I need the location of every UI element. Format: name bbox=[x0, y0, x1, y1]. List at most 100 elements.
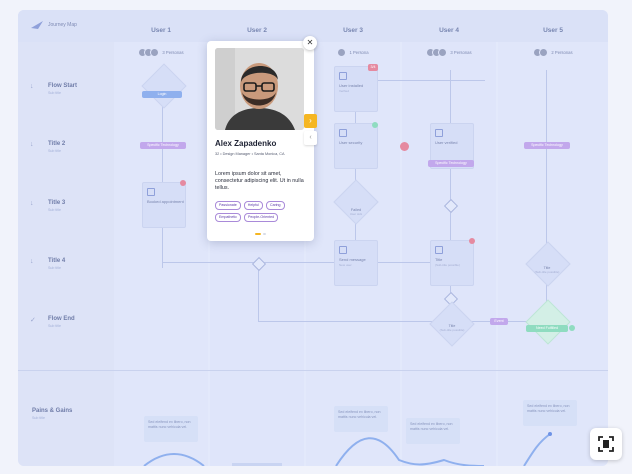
arrow-down-icon: ↓ bbox=[30, 258, 34, 265]
specific-technology-tag[interactable]: Specific Technology bbox=[524, 142, 570, 149]
node-title: Failed bbox=[350, 208, 362, 212]
persona-popup: Alex Zapadenko 32 • Design Manager • San… bbox=[207, 41, 314, 241]
persona-portrait-image bbox=[215, 48, 304, 130]
trait-chip[interactable]: People-Oriented bbox=[243, 213, 279, 222]
node-title: Title bbox=[435, 257, 443, 262]
arrow-down-icon: ↓ bbox=[30, 141, 34, 148]
sentiment-curve bbox=[143, 432, 552, 466]
shield-check-icon bbox=[435, 129, 443, 137]
trait-chip[interactable]: Passionate bbox=[215, 201, 241, 210]
persona-group-4[interactable]: 3 Personas bbox=[402, 48, 496, 57]
check-icon: ✓ bbox=[30, 317, 36, 324]
chevron-left-icon[interactable]: ‹ bbox=[304, 131, 317, 145]
section-divider bbox=[18, 370, 608, 371]
connector bbox=[355, 70, 356, 270]
connector bbox=[258, 262, 259, 322]
node-title: User security bbox=[339, 140, 363, 145]
close-icon[interactable]: ✕ bbox=[303, 36, 317, 50]
connector bbox=[355, 80, 485, 81]
trait-chip[interactable]: Empathetic bbox=[215, 213, 241, 222]
persona-name: Alex Zapadenko bbox=[215, 139, 277, 148]
specific-technology-tag[interactable]: Specific Technology bbox=[428, 160, 474, 167]
trait-chip[interactable]: Caring bbox=[265, 201, 285, 210]
pain-gain-quote[interactable]: Sed eleifend ex libero, non mattis nunc … bbox=[144, 416, 198, 442]
row-subtitle: Sub title bbox=[32, 416, 45, 420]
avatar bbox=[438, 48, 448, 57]
node-title: User verified bbox=[435, 140, 458, 145]
fullscreen-button[interactable] bbox=[590, 428, 622, 460]
pagination-dots[interactable] bbox=[255, 233, 266, 235]
login-tag[interactable]: Login bbox=[142, 91, 182, 98]
row-title-2: ↓ Title 2 Sub title bbox=[30, 141, 65, 153]
dollar-icon bbox=[435, 246, 443, 254]
persona-count: 1 Persona bbox=[349, 50, 369, 55]
pain-gain-quote[interactable]: Sed eleifend ex libero, non mattis nunc … bbox=[334, 406, 388, 432]
persona-count: 2 Personas bbox=[551, 50, 573, 55]
alert-dot bbox=[180, 180, 186, 186]
persona-role: 32 • Design Manager • Santa Monica, CA bbox=[215, 152, 285, 156]
user-header-1[interactable]: User 1 bbox=[151, 27, 171, 34]
success-dot bbox=[372, 122, 378, 128]
user-header-3[interactable]: User 3 bbox=[343, 27, 363, 34]
row-title: Title 4 bbox=[48, 258, 66, 264]
app-title: Journey Map bbox=[48, 22, 77, 28]
page-dot[interactable] bbox=[263, 233, 266, 235]
brand: Journey Map bbox=[30, 20, 77, 30]
row-title-4: ↓ Title 4 Sub title bbox=[30, 258, 65, 270]
node-subtitle: (Sub-title possible) bbox=[534, 270, 560, 274]
persona-group-1[interactable]: 3 Personas bbox=[114, 48, 208, 57]
success-dot bbox=[569, 325, 575, 331]
connector bbox=[258, 321, 548, 322]
node-subtitle: (Sub-title possible) bbox=[435, 263, 460, 267]
user-header-4[interactable]: User 4 bbox=[439, 27, 459, 34]
row-pains-gains: Pains & Gains Sub title bbox=[32, 408, 72, 420]
node-subtitle: User sick bbox=[349, 212, 363, 216]
user-column-1 bbox=[114, 42, 208, 466]
node-title: User installed bbox=[339, 83, 364, 88]
persona-count: 3 Personas bbox=[450, 50, 472, 55]
chevron-right-icon[interactable]: › bbox=[304, 114, 317, 128]
row-flow-end: ✓ Flow End Sub title bbox=[30, 316, 75, 328]
row-title: Flow Start bbox=[48, 83, 78, 89]
booked-appointment-node[interactable]: Booked appointment bbox=[142, 182, 186, 228]
row-flow-start: ↓ Flow Start Sub title bbox=[30, 83, 77, 95]
specific-technology-tag[interactable]: Specific Technology bbox=[140, 142, 186, 149]
row-title: Pains & Gains bbox=[32, 408, 73, 414]
alert-dot bbox=[469, 238, 475, 244]
failed-label: Failed User sick bbox=[341, 208, 371, 216]
send-message-node[interactable]: Send message New user bbox=[334, 240, 378, 286]
user-header-2[interactable]: User 2 bbox=[247, 27, 267, 34]
avatar bbox=[150, 48, 160, 57]
title5-label: Title (Sub-title possible) bbox=[527, 266, 567, 274]
persona-photo bbox=[215, 48, 304, 130]
user-installed-node[interactable]: User installed Verified bbox=[334, 66, 378, 112]
row-subtitle: Sub title bbox=[48, 208, 61, 212]
pain-gain-quote[interactable]: Sed eleifend ex libero, non mattis nunc … bbox=[406, 418, 460, 444]
row-subtitle: Sub title bbox=[48, 266, 61, 270]
avatar bbox=[539, 48, 549, 57]
node-subtitle: (Sub-title possible) bbox=[439, 328, 465, 332]
count-badge: 3/4 bbox=[368, 64, 378, 71]
title-node[interactable]: Title (Sub-title possible) bbox=[430, 240, 474, 286]
trait-chip[interactable]: Helpful bbox=[243, 201, 263, 210]
persona-group-5[interactable]: 2 Personas bbox=[506, 48, 600, 57]
connector bbox=[450, 70, 451, 320]
event-tag[interactable]: Event bbox=[490, 318, 508, 325]
title-diamond-label: Title (Sub-title possible) bbox=[432, 324, 472, 332]
shield-icon bbox=[339, 72, 347, 80]
user-security-node[interactable]: User security bbox=[334, 123, 378, 169]
persona-traits: Passionate Helpful Caring Empathetic Peo… bbox=[215, 201, 311, 222]
node-title: Send message bbox=[339, 257, 366, 262]
node-subtitle: Verified bbox=[339, 89, 350, 93]
row-title-3: ↓ Title 3 Sub title bbox=[30, 200, 65, 212]
user-header-5[interactable]: User 5 bbox=[543, 27, 563, 34]
pain-gain-quote[interactable]: Sed eleifend ex libero, non mattis nunc … bbox=[523, 400, 577, 426]
persona-count: 3 Personas bbox=[162, 50, 184, 55]
page-dot-active[interactable] bbox=[255, 233, 261, 235]
avatar bbox=[337, 48, 347, 57]
arrow-down-icon: ↓ bbox=[30, 200, 34, 207]
arrow-down-icon: ↓ bbox=[30, 83, 34, 90]
persona-group-3[interactable]: 1 Persona bbox=[306, 48, 400, 57]
need-fulfilled-tag[interactable]: Need Fulfilled bbox=[526, 325, 568, 332]
